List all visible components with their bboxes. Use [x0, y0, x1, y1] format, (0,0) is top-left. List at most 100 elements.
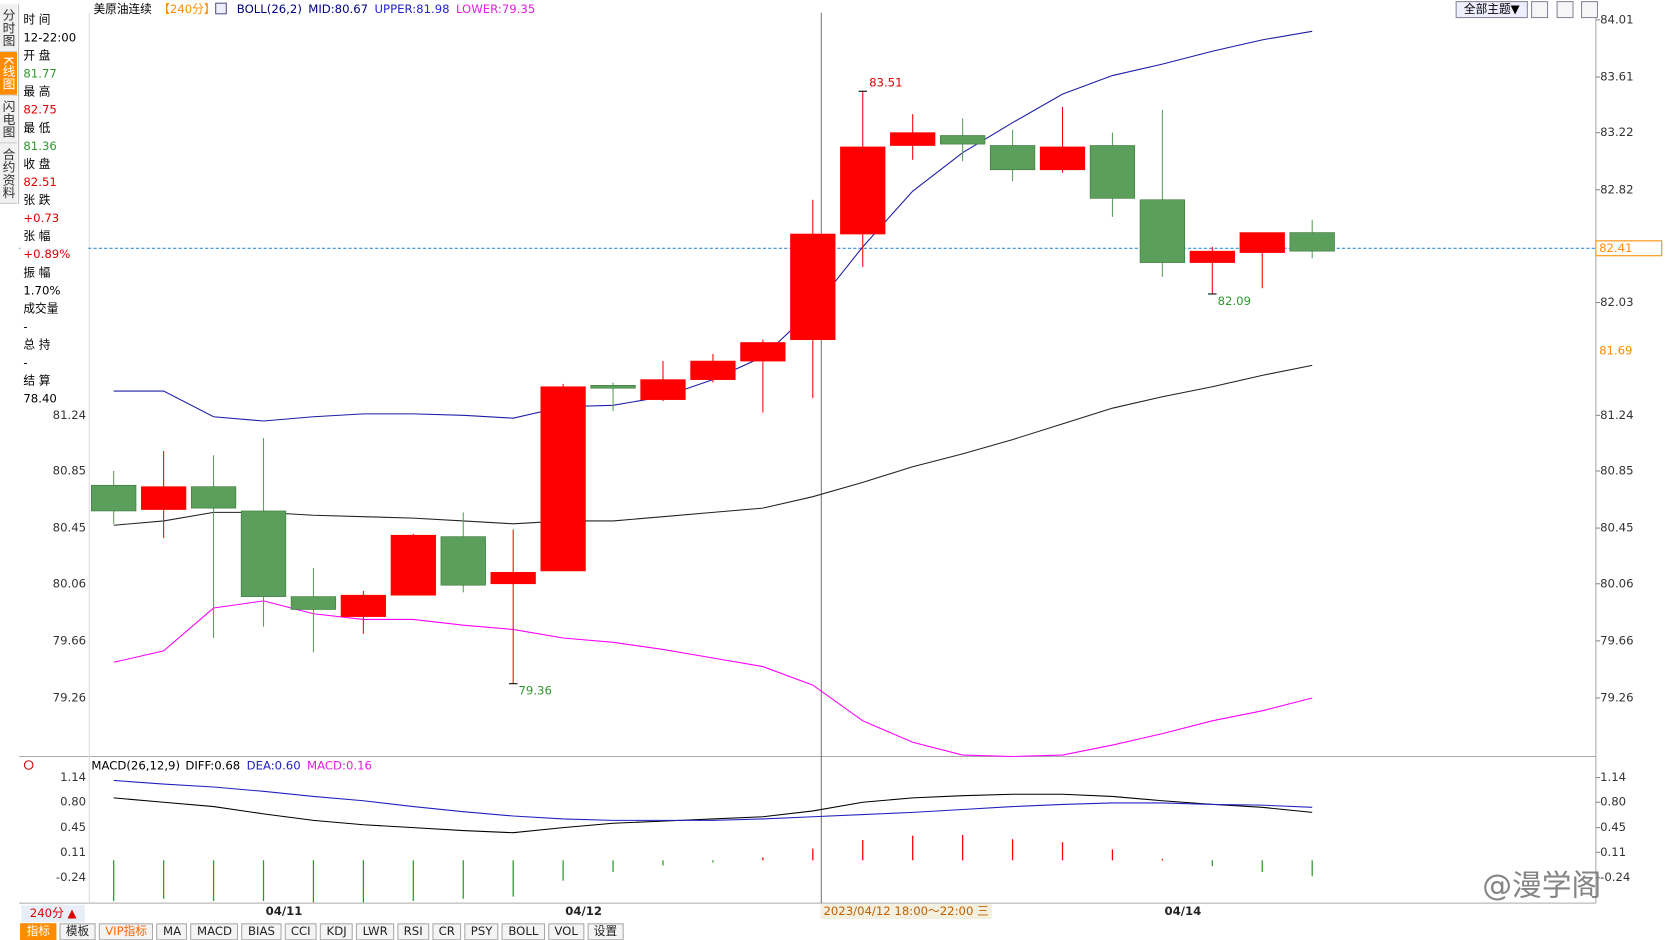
legend-entry: LOWER:79.35	[456, 2, 535, 16]
info-label: 振 幅	[23, 265, 51, 280]
candle-body	[1189, 250, 1235, 263]
watermark: @漫学阁	[1482, 868, 1602, 904]
toolbar-button[interactable]: CR	[432, 923, 462, 940]
toolbar-button[interactable]: BIAS	[241, 923, 282, 940]
candle-body	[540, 386, 586, 572]
y-tick-label: 81.24	[53, 408, 86, 422]
toolbar-icon[interactable]	[1531, 1, 1549, 19]
y-tick-label: 0.45	[1600, 820, 1626, 834]
x-tick-label: 04/12	[565, 904, 602, 918]
info-label: 结 算	[23, 374, 51, 388]
candle-body	[1139, 199, 1186, 263]
boll-line	[113, 364, 1313, 526]
candle-body	[1039, 146, 1086, 171]
candle-body	[440, 536, 486, 586]
legend-entry: DEA:0.60	[247, 759, 301, 773]
toolbar-button[interactable]: PSY	[464, 923, 499, 940]
info-value: 81.36	[23, 139, 57, 153]
info-label: 张 幅	[23, 229, 51, 244]
info-value: -	[23, 355, 28, 370]
y-tick-label: 82.82	[1600, 182, 1633, 196]
y-tick-label: 79.66	[53, 633, 86, 647]
candle-body	[290, 596, 337, 610]
view-tab[interactable]: 分时图	[0, 4, 17, 53]
info-label: 最 高	[23, 85, 51, 99]
toolbar-button[interactable]: VOL	[547, 923, 585, 940]
y-tick-label: -0.24	[56, 870, 86, 884]
y-tick-label: 1.14	[1600, 770, 1626, 784]
y-tick-label: 82.03	[1600, 295, 1633, 309]
view-tab[interactable]: 合约资料	[0, 143, 17, 204]
toolbar-button[interactable]: MA	[156, 923, 188, 940]
info-value: 82.51	[23, 175, 57, 190]
y-tick-label: 83.61	[1600, 69, 1633, 83]
info-value: +0.73	[23, 211, 60, 226]
y-tick-label: 0.80	[60, 795, 86, 809]
toolbar-button[interactable]: MACD	[190, 923, 239, 940]
period-button[interactable]: 240分 ▲	[21, 905, 85, 923]
candle-body	[91, 484, 137, 512]
info-value: 82.75	[23, 103, 57, 117]
candle-body	[490, 572, 536, 585]
candle-body	[240, 510, 287, 597]
info-panel: 时 间 12-22:00 开 盘 81.77 最 高 82.75 最 低 81.36 收 盘 82…	[20, 10, 89, 411]
high-label: 83.51	[869, 75, 902, 89]
toolbar-button[interactable]: KDJ	[320, 923, 354, 940]
y-tick-label: 81.24	[1600, 408, 1633, 422]
candle-body	[890, 132, 936, 146]
legend-entry: UPPER:81.98	[374, 2, 449, 16]
legend-entry: DIFF:0.68	[185, 759, 240, 773]
candle-body	[590, 385, 636, 389]
toolbar-button[interactable]: CCI	[284, 923, 317, 940]
toolbar-button[interactable]: 指标	[20, 923, 57, 940]
y-tick-label: 80.06	[1600, 576, 1633, 590]
toolbar-button[interactable]: LWR	[356, 923, 395, 940]
legend-entry: MACD:0.16	[307, 759, 372, 773]
y-tick-label: 84.01	[1600, 12, 1633, 26]
y-tick-label: 80.45	[53, 521, 86, 535]
info-label: 时 间	[23, 12, 51, 27]
indicator-toolbar: 指标 模板 VIP指标 MA MACD BIAS CCI KDJ LWR RSI CR PSY BOLL…	[20, 923, 627, 940]
view-tab[interactable]: 闪电图	[0, 95, 17, 144]
chart-subtitle: 【240分】	[158, 2, 215, 16]
candle-body	[390, 534, 436, 596]
toolbar-icon[interactable]	[1581, 1, 1598, 19]
indicator-icon[interactable]	[215, 2, 227, 15]
info-value: -	[23, 319, 28, 334]
crosshair-label-bg	[820, 904, 992, 920]
toolbar-button[interactable]: BOLL	[501, 923, 545, 940]
settings-icon[interactable]	[23, 760, 34, 770]
info-label: 总 持	[23, 337, 51, 352]
boll-line	[113, 600, 1313, 758]
view-tab[interactable]: K线图	[0, 52, 17, 96]
candle-body	[640, 379, 686, 400]
y-tick-label: 0.11	[1600, 845, 1626, 859]
y-tick-label: 80.85	[53, 463, 86, 477]
toolbar-button[interactable]: VIP指标	[98, 923, 154, 940]
toolbar-button[interactable]: 模板	[59, 923, 96, 940]
info-value: 1.70%	[23, 283, 61, 298]
candle-body	[1239, 232, 1285, 253]
y-tick-label: 1.14	[60, 770, 86, 784]
y-tick-label: 80.06	[53, 576, 86, 590]
toolbar-icon[interactable]	[1556, 1, 1574, 19]
y-tick-label: 79.26	[53, 690, 86, 704]
legend-entry: MID:80.67	[308, 2, 368, 16]
chart-title: 美原油连续	[94, 2, 153, 16]
y-tick-label: 83.22	[1600, 125, 1633, 139]
y-tick-label: 79.66	[1600, 633, 1633, 647]
theme-button[interactable]: 全部主题▼	[1455, 1, 1528, 19]
candle-body	[340, 594, 387, 617]
x-tick-label: 04/11	[266, 904, 303, 918]
toolbar-button[interactable]: RSI	[397, 923, 430, 940]
crosshair-label: 2023/04/12 18:00～22:00 三	[823, 904, 988, 918]
y-tick-label: 0.11	[60, 845, 86, 859]
candle-body	[190, 486, 237, 509]
toolbar-button[interactable]: 设置	[587, 923, 624, 940]
candle-body	[1089, 145, 1136, 199]
y-tick-label: 0.80	[1600, 795, 1626, 809]
info-value: 12-22:00	[23, 30, 77, 45]
last-price-label: 82.41	[1599, 241, 1632, 255]
candle-body	[939, 135, 986, 145]
